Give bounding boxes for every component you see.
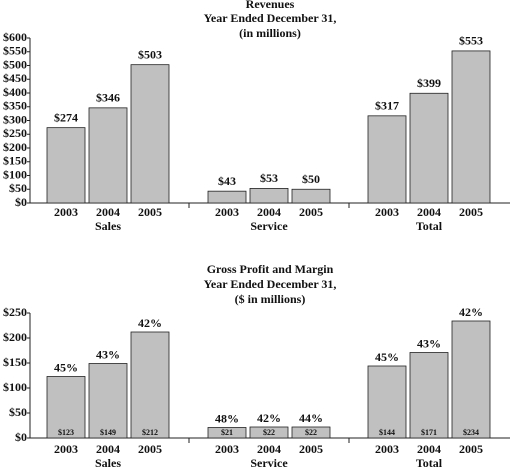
x-tick-label: 2003	[215, 205, 239, 219]
bar	[46, 127, 86, 204]
y-tick-label: $250	[3, 305, 27, 319]
group-label: Total	[416, 456, 443, 468]
margin-label: 45%	[54, 360, 78, 374]
value-label: $53	[260, 171, 278, 185]
x-tick-label: 2004	[257, 205, 281, 219]
chart-title: Year Ended December 31,	[204, 277, 337, 291]
value-label: $346	[96, 91, 120, 105]
bar	[367, 365, 407, 439]
y-tick-label: $100	[3, 167, 27, 181]
y-tick-label: $450	[3, 71, 27, 85]
margin-label: 43%	[96, 347, 120, 361]
y-tick-label: $50	[9, 181, 27, 195]
chart-title: Revenues	[246, 0, 295, 11]
bar	[249, 426, 289, 439]
x-tick-label: 2004	[257, 442, 281, 456]
x-tick-label: 2004	[417, 442, 441, 456]
bar	[291, 426, 331, 439]
bar	[88, 107, 128, 204]
y-tick-label: $600	[3, 30, 27, 44]
margin-label: 42%	[459, 305, 483, 319]
y-tick-label: $300	[3, 112, 27, 126]
chart-title: Gross Profit and Margin	[207, 262, 334, 276]
y-tick-label: $200	[3, 330, 27, 344]
y-tick-label: $400	[3, 85, 27, 99]
y-tick-label: $150	[3, 355, 27, 369]
bar	[249, 188, 289, 204]
value-label: $50	[302, 172, 320, 186]
margin-label: 42%	[138, 316, 162, 330]
margin-label: 42%	[257, 411, 281, 425]
y-tick-label: $200	[3, 140, 27, 154]
value-label: $399	[417, 76, 441, 90]
x-tick-label: 2003	[375, 205, 399, 219]
bar	[409, 352, 449, 439]
y-tick-label: $0	[15, 195, 27, 209]
value-label: $503	[138, 47, 162, 61]
value-label: $212	[142, 428, 158, 437]
x-tick-label: 2003	[54, 442, 78, 456]
y-tick-label: $350	[3, 99, 27, 113]
value-label: $21	[221, 428, 233, 437]
margin-label: 48%	[215, 411, 239, 425]
chart-title: (in millions)	[239, 26, 301, 40]
value-label: $149	[100, 428, 116, 437]
group-label: Service	[250, 456, 288, 468]
value-label: $171	[421, 428, 437, 437]
margin-label: 45%	[375, 350, 399, 364]
value-label: $22	[305, 428, 317, 437]
bar	[367, 115, 407, 204]
bar	[88, 363, 128, 439]
bar	[207, 190, 247, 204]
value-label: $123	[58, 428, 74, 437]
y-tick-label: $50	[9, 405, 27, 419]
x-tick-label: 2005	[459, 442, 483, 456]
x-tick-label: 2005	[299, 205, 323, 219]
y-tick-label: $550	[3, 44, 27, 58]
value-label: $553	[459, 34, 483, 48]
bar	[451, 320, 491, 439]
bar	[409, 92, 449, 204]
value-label: $144	[379, 428, 395, 437]
bar	[451, 50, 491, 204]
x-tick-label: 2003	[215, 442, 239, 456]
bar	[130, 64, 170, 204]
chart-title: Year Ended December 31,	[204, 11, 337, 25]
bar	[46, 376, 86, 439]
group-label: Total	[416, 219, 443, 233]
x-tick-label: 2003	[375, 442, 399, 456]
group-label: Sales	[95, 219, 121, 233]
value-label: $274	[54, 110, 78, 124]
y-tick-label: $500	[3, 57, 27, 71]
value-label: $22	[263, 428, 275, 437]
x-tick-label: 2003	[54, 205, 78, 219]
y-tick-label: $100	[3, 380, 27, 394]
x-tick-label: 2005	[138, 442, 162, 456]
x-tick-label: 2004	[96, 442, 120, 456]
y-tick-label: $250	[3, 126, 27, 140]
y-tick-label: $150	[3, 154, 27, 168]
value-label: $43	[218, 174, 236, 188]
x-tick-label: 2004	[417, 205, 441, 219]
bar	[207, 427, 247, 439]
group-label: Service	[250, 219, 288, 233]
group-label: Sales	[95, 456, 121, 468]
margin-label: 44%	[299, 411, 323, 425]
x-tick-label: 2005	[299, 442, 323, 456]
x-tick-label: 2005	[459, 205, 483, 219]
y-tick-label: $0	[15, 430, 27, 444]
bar	[130, 331, 170, 439]
value-label: $317	[375, 99, 399, 113]
x-tick-label: 2005	[138, 205, 162, 219]
chart-title: ($ in millions)	[235, 292, 306, 306]
margin-label: 43%	[417, 336, 441, 350]
bar	[291, 188, 331, 204]
x-tick-label: 2004	[96, 205, 120, 219]
value-label: $234	[463, 428, 479, 437]
